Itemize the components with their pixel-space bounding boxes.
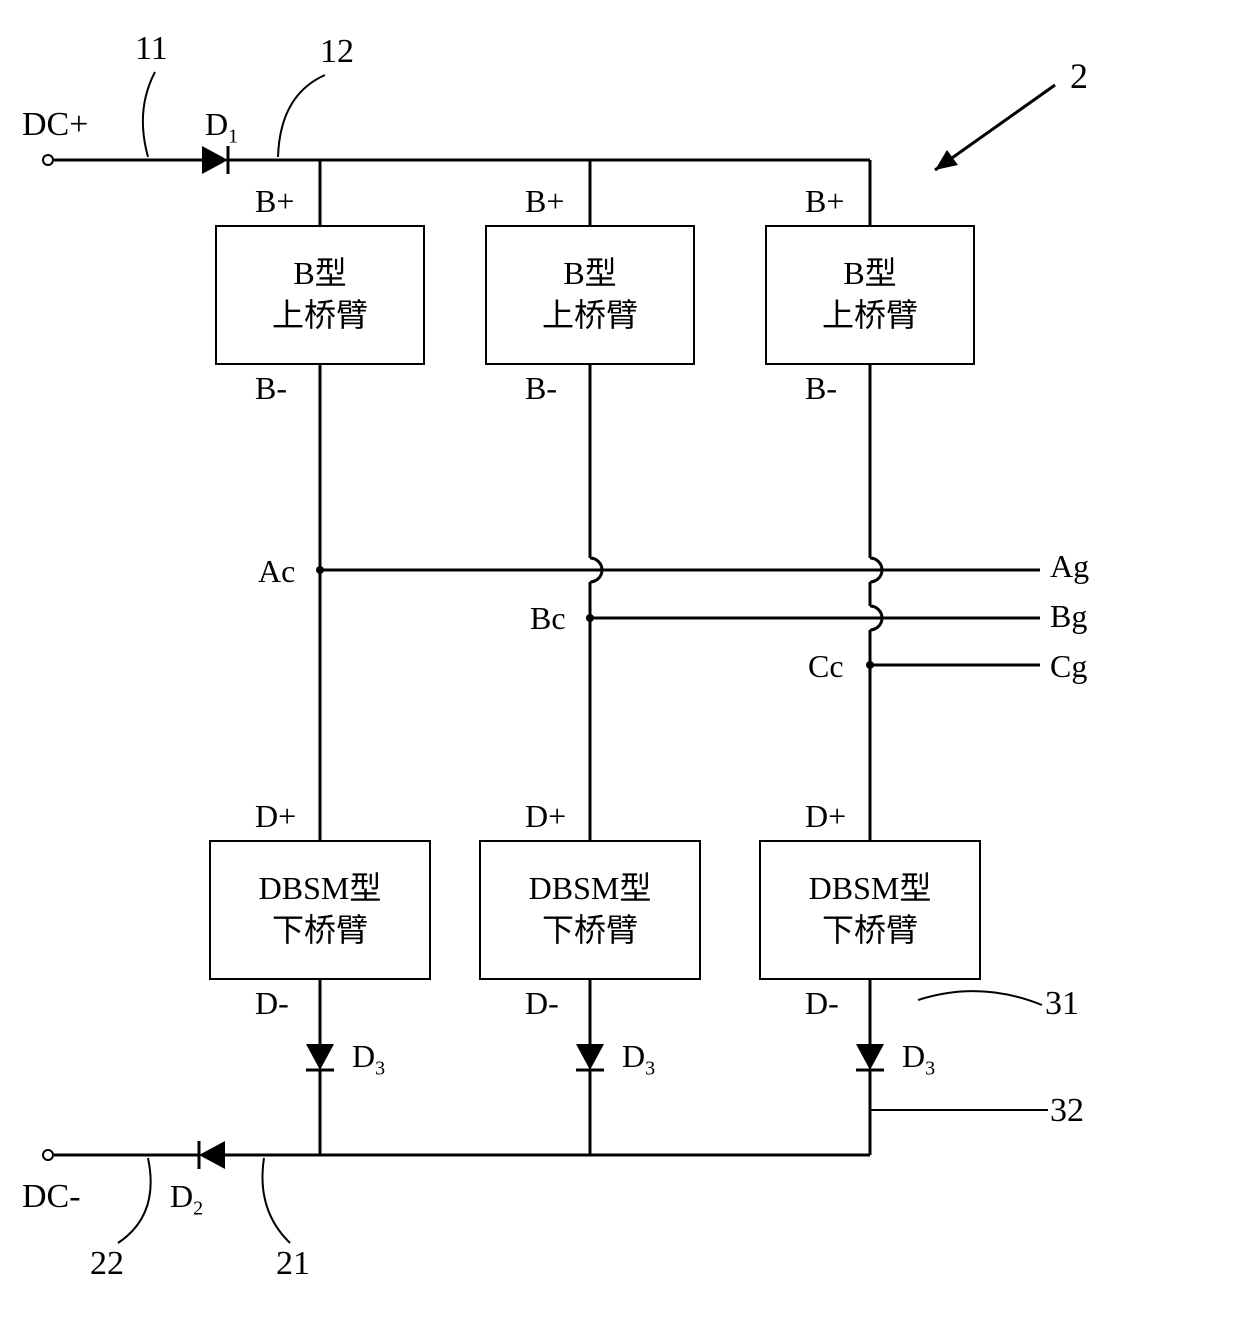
upper-box-b: B型 上桥臂 xyxy=(485,225,695,365)
label-bplus-a: B+ xyxy=(255,183,294,220)
label-dplus-a: D+ xyxy=(255,798,296,835)
label-dminus-c: D- xyxy=(805,985,839,1022)
diode-d2 xyxy=(199,1141,225,1169)
callout-22-curve xyxy=(118,1158,151,1243)
label-bplus-c: B+ xyxy=(805,183,844,220)
lower-box-c: DBSM型 下桥臂 xyxy=(759,840,981,980)
callout-31-curve xyxy=(918,991,1042,1005)
dot-cc xyxy=(866,661,874,669)
label-dc-plus: DC+ xyxy=(22,106,88,144)
callout-11-curve xyxy=(143,72,155,157)
terminal-dc-plus xyxy=(42,154,54,166)
label-bplus-b: B+ xyxy=(525,183,564,220)
label-dminus-b: D- xyxy=(525,985,559,1022)
diode-d3b xyxy=(576,1044,604,1070)
label-bminus-b: B- xyxy=(525,370,557,407)
upper-box-a: B型 上桥臂 xyxy=(215,225,425,365)
dot-bc xyxy=(586,614,594,622)
upper-box-c: B型 上桥臂 xyxy=(765,225,975,365)
label-callout-2: 2 xyxy=(1070,55,1088,97)
label-dplus-b: D+ xyxy=(525,798,566,835)
callout-2-arrow xyxy=(935,85,1055,170)
diode-d1 xyxy=(202,146,228,174)
label-bminus-c: B- xyxy=(805,370,837,407)
lower-box-b: DBSM型 下桥臂 xyxy=(479,840,701,980)
label-dc-minus: DC- xyxy=(22,1178,81,1216)
label-d2: D2 xyxy=(170,1178,203,1220)
label-callout-22: 22 xyxy=(90,1245,124,1283)
label-callout-11: 11 xyxy=(135,30,168,68)
label-bg: Bg xyxy=(1050,598,1087,635)
lower-box-a: DBSM型 下桥臂 xyxy=(209,840,431,980)
label-dminus-a: D- xyxy=(255,985,289,1022)
label-callout-31: 31 xyxy=(1045,985,1079,1023)
label-d3a: D3 xyxy=(352,1038,385,1080)
terminal-dc-minus xyxy=(42,1149,54,1161)
label-callout-12: 12 xyxy=(320,33,354,71)
label-bc: Bc xyxy=(530,600,566,637)
label-d3b: D3 xyxy=(622,1038,655,1080)
label-dplus-c: D+ xyxy=(805,798,846,835)
callout-21-curve xyxy=(262,1158,290,1243)
label-d1: D1 xyxy=(205,106,238,148)
dot-ac xyxy=(316,566,324,574)
label-ag: Ag xyxy=(1050,548,1089,585)
label-cc: Cc xyxy=(808,648,844,685)
label-d3c: D3 xyxy=(902,1038,935,1080)
label-callout-21: 21 xyxy=(276,1245,310,1283)
label-ac: Ac xyxy=(258,553,295,590)
label-callout-32: 32 xyxy=(1050,1092,1084,1130)
label-cg: Cg xyxy=(1050,648,1087,685)
label-bminus-a: B- xyxy=(255,370,287,407)
callout-12-curve xyxy=(278,75,325,157)
diode-d3c xyxy=(856,1044,884,1070)
diode-d3a xyxy=(306,1044,334,1070)
